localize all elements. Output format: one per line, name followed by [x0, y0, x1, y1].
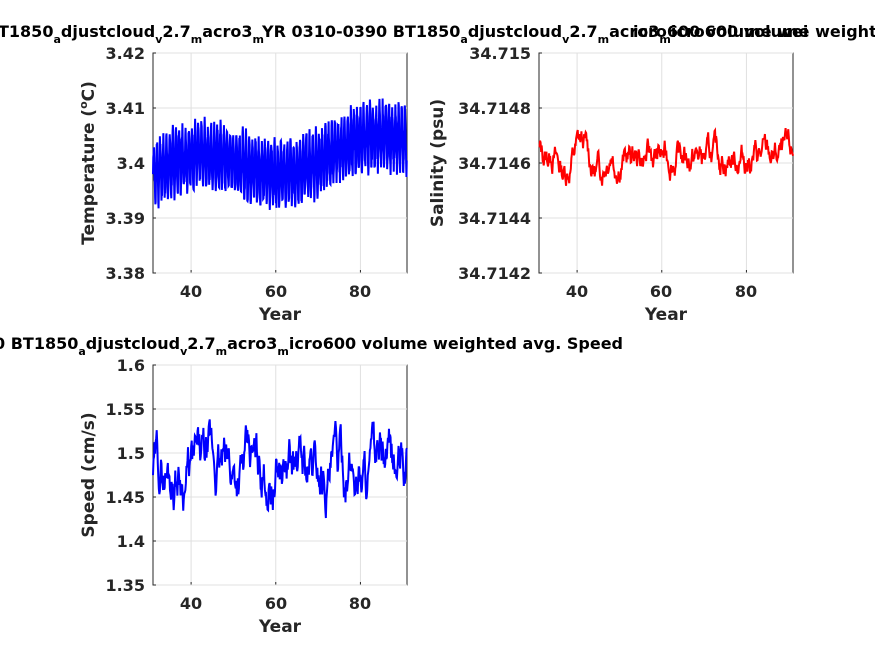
speed-ytick-label: 1.5 [117, 444, 145, 463]
salinity-y-axis-label: Salinity (psu) [428, 99, 448, 227]
salinity-series-line [538, 127, 794, 186]
speed-series-line [152, 419, 408, 519]
temperature-axes: 3.38 3.39 3.4 3.41 3.42 40 60 80 Year Te… [77, 44, 408, 325]
temperature-ytick-label: 3.38 [106, 264, 145, 283]
speed-title: 0 BT1850adjustcloudv2.7macro3micro600 vo… [0, 334, 623, 358]
speed-ytick-label: 1.55 [106, 400, 145, 419]
speed-y-axis-label: Speed (cm/s) [79, 412, 99, 537]
temperature-xtick-label: 60 [265, 282, 287, 301]
temperature-xtick-label: 80 [349, 282, 371, 301]
temperature-x-axis-label: Year [258, 305, 302, 325]
temperature-series-line [152, 98, 408, 210]
temperature-ytick-label: 3.4 [117, 154, 145, 173]
speed-x-ticks: 40 60 80 [180, 594, 371, 613]
salinity-x-axis-label: Year [644, 305, 688, 325]
speed-xtick-label: 60 [265, 594, 287, 613]
temperature-ytick-label: 3.39 [106, 209, 145, 228]
temperature-x-ticks: 40 60 80 [180, 282, 371, 301]
speed-ytick-label: 1.4 [117, 532, 145, 551]
temperature-xtick-label: 40 [180, 282, 202, 301]
temperature-y-axis-label: Temperature (oC) [77, 81, 99, 245]
speed-y-ticks: 1.35 1.4 1.45 1.5 1.55 1.6 [106, 356, 145, 595]
salinity-xtick-label: 40 [566, 282, 588, 301]
speed-ytick-label: 1.45 [106, 488, 145, 507]
salinity-ytick-label: 34.715 [469, 44, 531, 63]
temperature-title-overlap: YR 0310-0390 BT1850adjustcloudv2.7macro3… [261, 22, 875, 46]
salinity-ytick-label: 34.7142 [458, 264, 531, 283]
salinity-y-ticks: 34.7142 34.7144 34.7146 34.7148 34.715 [458, 44, 531, 283]
salinity-ytick-label: 34.7144 [458, 209, 531, 228]
speed-xtick-label: 40 [180, 594, 202, 613]
speed-xtick-label: 80 [349, 594, 371, 613]
salinity-ytick-label: 34.7146 [458, 154, 531, 173]
speed-ytick-label: 1.35 [106, 576, 145, 595]
temperature-y-ticks: 3.38 3.39 3.4 3.41 3.42 [106, 44, 145, 283]
salinity-x-ticks: 40 60 80 [566, 282, 757, 301]
temperature-ytick-label: 3.41 [106, 99, 145, 118]
speed-ytick-label: 1.6 [117, 356, 145, 375]
salinity-axes: 34.7142 34.7144 34.7146 34.7148 34.715 4… [428, 44, 794, 325]
speed-x-axis-label: Year [258, 617, 302, 637]
salinity-grid [539, 52, 793, 274]
salinity-title: icro600 volume wei [633, 22, 808, 41]
salinity-xtick-label: 80 [735, 282, 757, 301]
salinity-xtick-label: 60 [650, 282, 672, 301]
temperature-title: T1850adjustcloudv2.7macro3m [0, 22, 264, 46]
speed-axes: 1.35 1.4 1.45 1.5 1.55 1.6 40 60 80 Year… [79, 356, 408, 637]
temperature-ytick-label: 3.42 [106, 44, 145, 63]
salinity-ytick-label: 34.7148 [458, 99, 531, 118]
